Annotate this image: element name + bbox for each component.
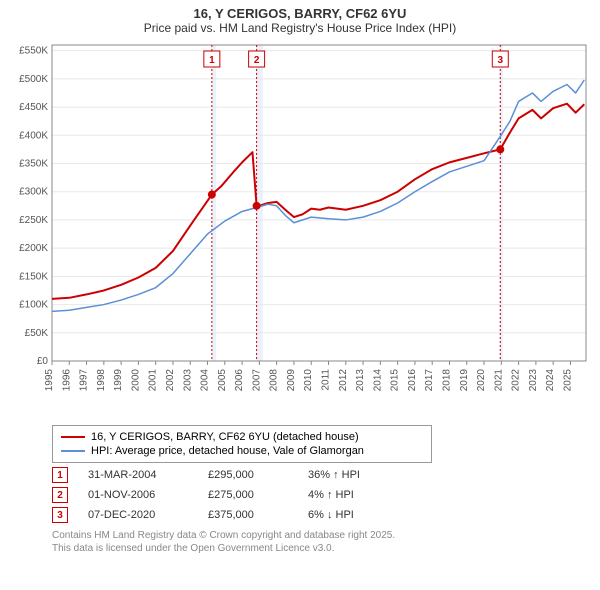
legend-item: 16, Y CERIGOS, BARRY, CF62 6YU (detached… [61, 430, 423, 444]
transactions-table: 1 31-MAR-2004 £295,000 36% ↑ HPI 2 01-NO… [52, 467, 592, 523]
svg-text:1995: 1995 [44, 369, 55, 392]
transaction-price: £275,000 [208, 489, 288, 501]
svg-text:2016: 2016 [407, 369, 418, 392]
svg-text:2002: 2002 [165, 369, 176, 392]
svg-text:£300K: £300K [19, 187, 48, 198]
svg-text:£0: £0 [37, 356, 49, 367]
svg-text:2017: 2017 [424, 369, 435, 392]
svg-text:2018: 2018 [441, 369, 452, 392]
legend-label: HPI: Average price, detached house, Vale… [91, 445, 364, 457]
marker-badge: 2 [52, 487, 68, 503]
chart-container: { "title": "16, Y CERIGOS, BARRY, CF62 6… [0, 0, 600, 590]
svg-text:2005: 2005 [217, 369, 228, 392]
svg-text:£400K: £400K [19, 130, 48, 141]
svg-text:2023: 2023 [528, 369, 539, 392]
marker-badge: 3 [52, 507, 68, 523]
svg-text:2000: 2000 [130, 369, 141, 392]
svg-text:2001: 2001 [148, 369, 159, 392]
table-row: 2 01-NOV-2006 £275,000 4% ↑ HPI [52, 487, 592, 503]
chart-area: £0 £50K £100K £150K £200K £250K £300K £350K £400… [8, 39, 592, 419]
svg-text:£200K: £200K [19, 243, 48, 254]
svg-text:2022: 2022 [511, 369, 522, 392]
transaction-pct: 6% ↓ HPI [308, 509, 398, 521]
transaction-pct: 36% ↑ HPI [308, 469, 398, 481]
table-row: 1 31-MAR-2004 £295,000 36% ↑ HPI [52, 467, 592, 483]
legend-label: 16, Y CERIGOS, BARRY, CF62 6YU (detached… [91, 431, 359, 443]
title-area: 16, Y CERIGOS, BARRY, CF62 6YU Price pai… [8, 6, 592, 35]
svg-text:2009: 2009 [286, 369, 297, 392]
svg-text:2011: 2011 [321, 369, 332, 391]
svg-text:£50K: £50K [25, 328, 49, 339]
legend-box: 16, Y CERIGOS, BARRY, CF62 6YU (detached… [52, 425, 432, 463]
transaction-date: 07-DEC-2020 [88, 509, 188, 521]
svg-text:1999: 1999 [113, 369, 124, 392]
svg-text:1996: 1996 [61, 369, 72, 392]
svg-text:£500K: £500K [19, 74, 48, 85]
svg-text:2013: 2013 [355, 369, 366, 392]
footer-line: This data is licensed under the Open Gov… [52, 542, 592, 555]
chart-subtitle: Price paid vs. HM Land Registry's House … [8, 21, 592, 35]
svg-text:2024: 2024 [545, 369, 556, 392]
svg-text:2014: 2014 [372, 369, 383, 392]
svg-text:£250K: £250K [19, 215, 48, 226]
svg-text:2: 2 [254, 55, 260, 66]
svg-text:2007: 2007 [251, 369, 262, 392]
chart-title: 16, Y CERIGOS, BARRY, CF62 6YU [8, 6, 592, 21]
transaction-price: £375,000 [208, 509, 288, 521]
svg-text:2015: 2015 [390, 369, 401, 392]
svg-text:2019: 2019 [459, 369, 470, 392]
svg-text:£150K: £150K [19, 271, 48, 282]
footer-line: Contains HM Land Registry data © Crown c… [52, 529, 592, 542]
svg-text:2025: 2025 [562, 369, 573, 392]
svg-text:2006: 2006 [234, 369, 245, 392]
svg-text:3: 3 [498, 55, 504, 66]
svg-text:£100K: £100K [19, 300, 48, 311]
svg-text:2004: 2004 [200, 369, 211, 392]
svg-text:£450K: £450K [19, 102, 48, 113]
svg-text:£550K: £550K [19, 46, 48, 57]
svg-text:2010: 2010 [303, 369, 314, 392]
transaction-date: 31-MAR-2004 [88, 469, 188, 481]
svg-text:2012: 2012 [338, 369, 349, 392]
footer-note: Contains HM Land Registry data © Crown c… [52, 529, 592, 555]
svg-text:£350K: £350K [19, 159, 48, 170]
svg-text:1998: 1998 [96, 369, 107, 392]
legend-item: HPI: Average price, detached house, Vale… [61, 444, 423, 458]
transaction-date: 01-NOV-2006 [88, 489, 188, 501]
legend-swatch [61, 436, 85, 438]
svg-text:2003: 2003 [182, 369, 193, 392]
legend-swatch [61, 450, 85, 452]
marker-badge: 1 [52, 467, 68, 483]
svg-text:1997: 1997 [79, 369, 90, 392]
svg-text:2008: 2008 [269, 369, 280, 392]
svg-text:2020: 2020 [476, 369, 487, 392]
svg-text:2021: 2021 [493, 369, 504, 392]
table-row: 3 07-DEC-2020 £375,000 6% ↓ HPI [52, 507, 592, 523]
transaction-price: £295,000 [208, 469, 288, 481]
transaction-pct: 4% ↑ HPI [308, 489, 398, 501]
line-chart-svg: £0 £50K £100K £150K £200K £250K £300K £350K £400… [8, 39, 592, 419]
svg-text:1: 1 [209, 55, 215, 66]
